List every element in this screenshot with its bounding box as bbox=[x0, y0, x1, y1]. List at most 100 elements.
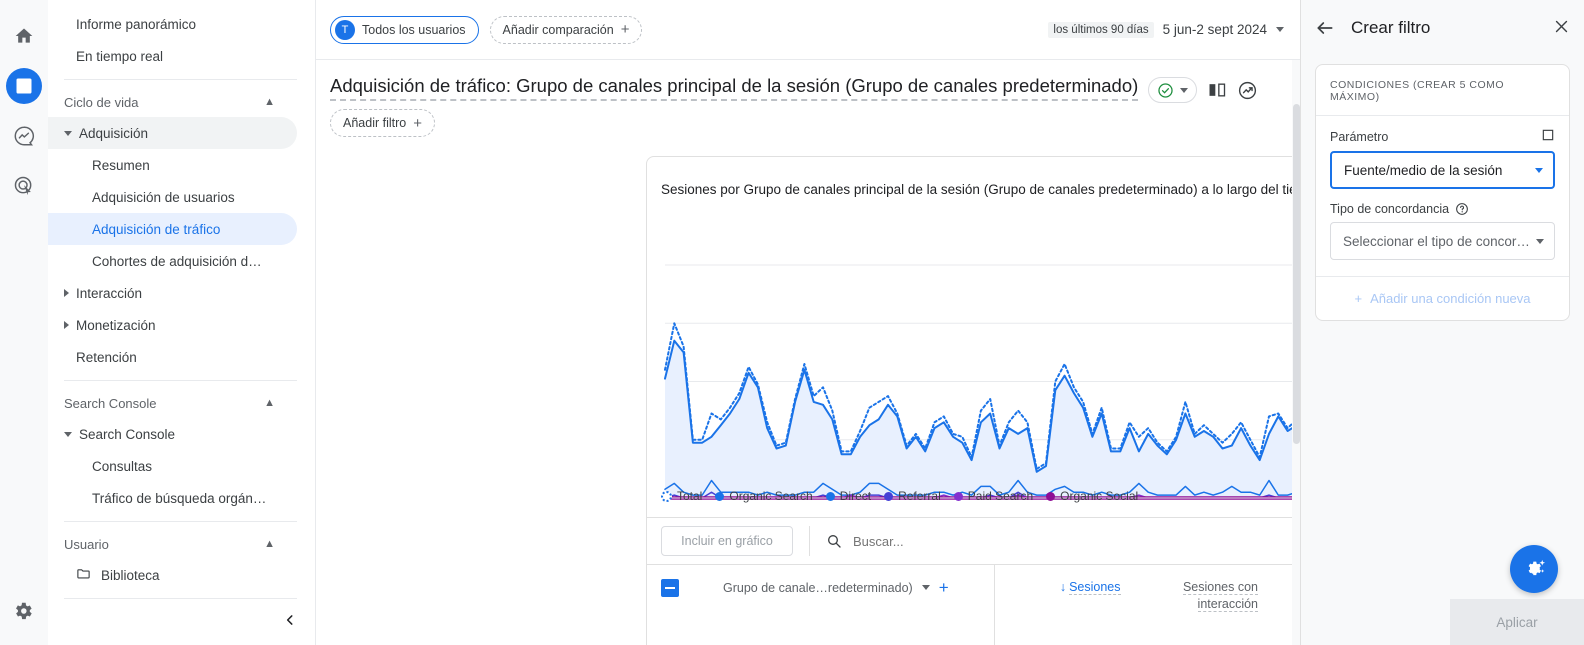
divider bbox=[64, 79, 297, 80]
sidebar-section-search-console[interactable]: Search Console ▲ bbox=[48, 388, 297, 418]
legend-item-direct[interactable]: Direct bbox=[825, 489, 871, 503]
icon-rail bbox=[0, 0, 48, 645]
add-filter-label: Añadir filtro bbox=[343, 116, 407, 130]
sidebar-item-retencion[interactable]: Retención bbox=[48, 341, 297, 373]
dimension-selector[interactable]: Grupo de canale…redeterminado) + bbox=[723, 579, 949, 596]
rail-item-home[interactable] bbox=[6, 18, 42, 54]
divider bbox=[64, 521, 297, 522]
date-range-value: 5 jun-2 sept 2024 bbox=[1162, 22, 1267, 37]
sidebar-item-label: Resumen bbox=[92, 157, 150, 173]
metric-label: Sesiones con interacción bbox=[1182, 580, 1258, 612]
gear-icon bbox=[16, 602, 32, 620]
main-content: T Todos los usuarios Añadir comparación … bbox=[316, 0, 1300, 645]
panel-header: Crear filtro bbox=[1301, 0, 1584, 56]
insights-fab[interactable] bbox=[1510, 545, 1558, 593]
legend-item-organic-social[interactable]: Organic Social bbox=[1046, 489, 1138, 503]
rail-item-admin[interactable] bbox=[12, 600, 34, 625]
add-dimension-button[interactable]: + bbox=[938, 578, 949, 597]
sidebar-section-usuario[interactable]: Usuario ▲ bbox=[48, 529, 297, 559]
check-circle-icon bbox=[1158, 82, 1173, 98]
date-range-picker[interactable]: los últimos 90 días 5 jun-2 sept 2024 bbox=[1048, 21, 1284, 38]
indeterminate-mark bbox=[665, 587, 675, 589]
sidebar-item-adquisicion-de-usuarios[interactable]: Adquisición de usuarios bbox=[48, 181, 297, 213]
panel-scrollbar-thumb[interactable] bbox=[1293, 104, 1300, 444]
legend-label: Referral bbox=[898, 489, 941, 503]
chevron-up-icon: ▲ bbox=[264, 397, 275, 409]
sidebar-item-en-tiempo-real[interactable]: En tiempo real bbox=[48, 40, 297, 72]
legend-swatch bbox=[661, 490, 672, 502]
add-filter-button[interactable]: Añadir filtro + bbox=[330, 109, 435, 137]
include-in-chart-label: Incluir en gráfico bbox=[681, 534, 773, 548]
collapse-sidebar-button[interactable] bbox=[283, 613, 297, 631]
divider bbox=[647, 564, 1300, 565]
legend-label: Organic Search bbox=[729, 489, 813, 503]
chevron-down-icon bbox=[1535, 167, 1543, 173]
magic-gear-icon bbox=[1528, 559, 1546, 576]
legend-item-paid-search[interactable]: Paid Search bbox=[953, 489, 1033, 503]
sidebar-item-label: Cohortes de adquisición d… bbox=[92, 253, 262, 269]
apply-button[interactable]: Aplicar bbox=[1450, 599, 1584, 645]
conditions-card: Condiciones (crear 5 como máximo) Paráme… bbox=[1315, 64, 1570, 321]
add-comparison-button[interactable]: Añadir comparación + bbox=[489, 15, 643, 44]
insights-button[interactable] bbox=[1237, 80, 1258, 101]
sidebar-item-resumen[interactable]: Resumen bbox=[48, 149, 297, 181]
close-button[interactable] bbox=[1553, 18, 1570, 38]
report-title-actions bbox=[1148, 74, 1258, 103]
plus-icon: + bbox=[413, 114, 422, 132]
legend-item-referral[interactable]: Referral bbox=[884, 489, 941, 503]
chevron-right-icon bbox=[64, 321, 69, 329]
table-search[interactable] bbox=[809, 526, 1153, 556]
sidebar-item-informe-panoramico[interactable]: Informe panorámico bbox=[48, 8, 297, 40]
sidebar-item-adquisicion-de-trafico[interactable]: Adquisición de tráfico bbox=[48, 213, 297, 245]
close-icon bbox=[1555, 20, 1568, 33]
time-series-chart[interactable]: 02040608009jun16233007jul14212804ago1118… bbox=[647, 209, 1300, 509]
rail-item-explore[interactable] bbox=[6, 118, 42, 154]
sidebar-item-biblioteca[interactable]: Biblioteca bbox=[48, 559, 297, 591]
sidebar-item-interaccion[interactable]: Interacción bbox=[48, 277, 297, 309]
sidebar-item-label: Tráfico de búsqueda orgán… bbox=[92, 490, 267, 506]
help-icon[interactable] bbox=[1455, 202, 1469, 216]
insights-icon bbox=[1239, 81, 1257, 99]
filter-row: Añadir filtro + bbox=[316, 103, 1300, 137]
parameter-select[interactable]: Fuente/medio de la sesión bbox=[1330, 151, 1555, 189]
sidebar-item-label: Retención bbox=[76, 349, 137, 365]
table-header-metric-sesiones[interactable]: ↓ Sesiones bbox=[995, 579, 1133, 645]
audience-chip[interactable]: T Todos los usuarios bbox=[330, 15, 479, 44]
chevron-down-icon bbox=[64, 431, 72, 437]
divider bbox=[64, 598, 297, 599]
sidebar-item-label: Search Console bbox=[79, 426, 176, 442]
rail-item-advertising[interactable] bbox=[6, 168, 42, 204]
include-in-chart-button[interactable]: Incluir en gráfico bbox=[661, 526, 793, 556]
compare-button[interactable] bbox=[1207, 80, 1227, 100]
audience-avatar: T bbox=[335, 19, 355, 40]
chevron-right-icon bbox=[64, 289, 69, 297]
sidebar-item-trafico-busqueda-organica[interactable]: Tráfico de búsqueda orgán… bbox=[48, 482, 297, 514]
match-type-select[interactable]: Seleccionar el tipo de concordan… bbox=[1330, 222, 1555, 260]
home-icon bbox=[15, 28, 33, 43]
sidebar-item-label: Informe panorámico bbox=[76, 16, 197, 32]
table-header-metric-sesiones-con-interaccion[interactable]: Sesiones con interacción bbox=[1133, 579, 1271, 645]
divider bbox=[647, 517, 1300, 518]
parameter-label-row: Parámetro bbox=[1330, 128, 1555, 145]
sidebar-item-consultas[interactable]: Consultas bbox=[48, 450, 297, 482]
legend-label: Organic Social bbox=[1060, 489, 1139, 503]
chevron-down-icon bbox=[1180, 87, 1189, 93]
select-all-checkbox[interactable] bbox=[661, 579, 679, 597]
sidebar-item-monetizacion[interactable]: Monetización bbox=[48, 309, 297, 341]
sidebar-item-cohortes-de-adquisicion[interactable]: Cohortes de adquisición d… bbox=[48, 245, 297, 277]
chevron-down-icon bbox=[921, 585, 930, 590]
rail-item-reports[interactable] bbox=[6, 68, 42, 104]
data-quality-button[interactable] bbox=[1148, 77, 1198, 103]
legend-item-organic-search[interactable]: Organic Search bbox=[715, 489, 813, 503]
legend-item-total[interactable]: Total bbox=[661, 489, 702, 503]
dimension-label: Grupo de canale…redeterminado) bbox=[723, 580, 913, 595]
remove-condition-button[interactable] bbox=[1541, 128, 1555, 145]
add-condition-button[interactable]: + Añadir una condición nueva bbox=[1316, 276, 1569, 320]
chevron-up-icon: ▲ bbox=[264, 538, 275, 550]
sidebar-item-search-console[interactable]: Search Console bbox=[48, 418, 297, 450]
sidebar-item-adquisicion[interactable]: Adquisición bbox=[48, 117, 297, 149]
sidebar-section-ciclo-de-vida[interactable]: Ciclo de vida ▲ bbox=[48, 87, 297, 117]
search-input[interactable] bbox=[853, 533, 1153, 549]
back-button[interactable] bbox=[1315, 18, 1335, 38]
report-title-bar: Adquisición de tráfico: Grupo de canales… bbox=[316, 60, 1300, 103]
